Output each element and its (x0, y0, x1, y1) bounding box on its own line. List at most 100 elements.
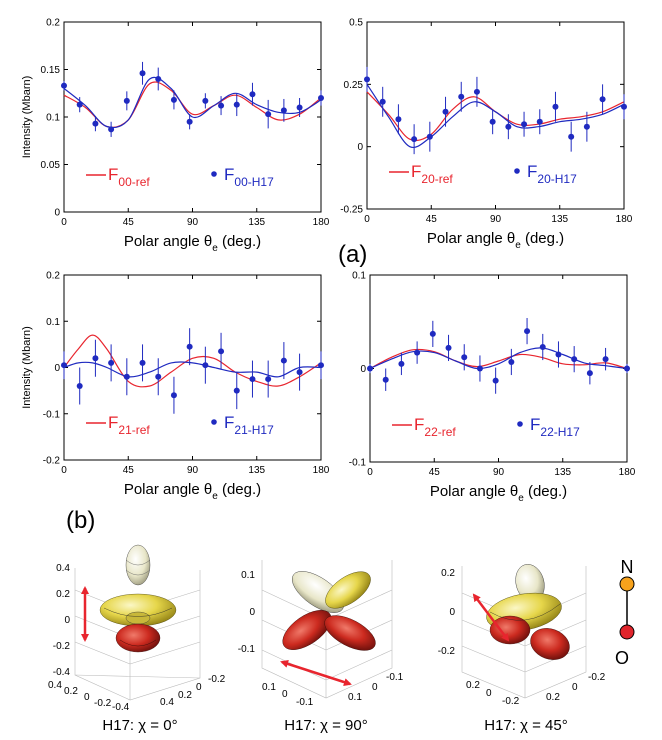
chart-F00-ylabel: Intensity (Mbarn) (21, 76, 33, 159)
chart-F21-legend-h17-marker (211, 419, 217, 425)
chart-F21-point-7 (170, 392, 177, 399)
chart-F22-legend-h17-marker (517, 421, 523, 427)
chart-F00-legend-ref-base: F (108, 165, 118, 184)
chart-F21-point-6 (155, 373, 162, 380)
chart-F00-xlabel-a: Polar angle θ (124, 233, 212, 250)
orbital-chi90-xtick-2: -0.1 (296, 697, 314, 708)
orbital-chi0-ytick-3: -0.2 (208, 674, 226, 685)
chart-F21-line-F21-H17 (63, 361, 322, 378)
chart-F22-point-11 (539, 343, 546, 350)
chart-F20-xtick-label-2: 90 (490, 214, 502, 225)
chart-F21-point-2 (92, 355, 99, 362)
orbital-chi45-xtick-1: 0 (486, 688, 492, 699)
chart-F00-point-4 (123, 97, 130, 104)
chart-F20-legend-ref-base: F (411, 162, 421, 181)
chart-F21-point-3 (108, 359, 115, 366)
chart-F21-frame (63, 274, 322, 461)
chart-F20-xtick-label-0: 0 (364, 214, 370, 225)
chart-F22-legend-h17-base: F (530, 415, 540, 434)
chart-F20-point-0 (364, 76, 370, 83)
chart-F00-ytick-label-0: 0 (54, 208, 60, 219)
chart-F20-line-F20-H17 (366, 83, 625, 149)
chart-F20-point-13 (568, 133, 575, 140)
chart-F22-line-F22-H17 (369, 347, 628, 370)
chart-F20-point-15 (599, 96, 606, 103)
chart-F22-point-12 (555, 351, 562, 358)
orbital-chi90-xtick-0: 0.1 (262, 682, 276, 693)
orbital-chi45-xtick-0: 0.2 (466, 680, 480, 691)
orbital-chi0-ytick-2: 0 (196, 682, 202, 693)
chart-F00-point-1 (76, 101, 83, 108)
chart-F21-ytick-label-4: 0.2 (46, 271, 60, 282)
chart-F22-xtick-label-0: 0 (367, 467, 373, 478)
chart-F20-point-1 (379, 98, 386, 105)
chart-F21-xlabel-a: Polar angle θ (124, 481, 212, 498)
orbital-chi90-ztick-2: -0.1 (238, 644, 256, 655)
chart-F20-ytick-label-2: 0.25 (344, 80, 364, 91)
chart-F00-xtick-label-1: 45 (123, 217, 135, 228)
orbital-caption-chi0: H17: χ = 0° (102, 717, 177, 734)
chart-F20-point-5 (442, 108, 449, 115)
polarization-arrow-chi45 (472, 593, 510, 642)
chart-F22-point-6 (461, 354, 468, 361)
orbital-chi45-ytick-0: 0.2 (546, 692, 560, 703)
chart-F00-xtick-label-4: 180 (313, 217, 330, 228)
orbital-chi0-ytick-1: 0.2 (178, 690, 192, 701)
orbital-chi90-ytick-1: 0 (372, 682, 378, 693)
chart-F22-ytick-label-2: 0.1 (352, 271, 366, 282)
orbital-shape-chi90 (282, 571, 376, 651)
chart-F20-point-16 (621, 103, 627, 110)
chart-F21-point-10 (218, 348, 225, 355)
chart-F22-legend-ref-base: F (414, 415, 424, 434)
chart-F00-legend-h17-marker (211, 171, 217, 177)
chart-F21-xlabel-sub: e (212, 491, 218, 502)
chart-F21-ylabel: Intensity (Mbarn) (21, 326, 33, 409)
chart-F21-ytick-label-3: 0.1 (46, 317, 60, 328)
atom-o (619, 624, 635, 640)
chart-F00-legend-ref-sub: 00-ref (118, 175, 150, 189)
chart-F22-point-7 (476, 365, 483, 372)
chart-F22-point-2 (398, 360, 405, 367)
chart-F20-legend-ref-sub: 20-ref (421, 172, 453, 186)
chart-F21-xlabel: Polar angle θe (deg.) (124, 481, 261, 502)
chart-F00-point-2 (92, 120, 99, 127)
chart-F00-point-5 (139, 70, 146, 77)
orbital-chi0-ytick-0: 0.4 (160, 697, 174, 708)
orbital-chi90-ztick-1: 0 (249, 607, 255, 618)
chart-F00-ytick-label-3: 0.15 (41, 65, 61, 76)
chart-F00-line-F00-ref (63, 81, 322, 128)
chart-F00-point-8 (186, 118, 193, 125)
chart-F20-point-12 (552, 103, 559, 110)
orbital-caption-chi45: H17: χ = 45° (484, 717, 568, 734)
atom-label-o: O (615, 648, 629, 668)
chart-F20-xtick-label-3: 135 (551, 214, 568, 225)
orbital-chi45-ztick-2: -0.2 (438, 646, 456, 657)
chart-F20-point-6 (458, 93, 465, 100)
chart-F00-point-16 (318, 95, 324, 101)
chart-F21-point-0 (61, 362, 67, 369)
chart-F22-point-0 (367, 365, 373, 372)
chart-F21-legend-h17-sub: 21-H17 (234, 423, 274, 437)
chart-F00-xlabel-sub: e (212, 243, 218, 254)
chart-F22-point-9 (508, 358, 515, 365)
chart-F20-point-2 (395, 116, 402, 123)
orbital-chi0-xtick-2: 0 (84, 692, 90, 703)
orbital-chi45-ytick-2: -0.2 (588, 672, 606, 683)
chart-F21-point-13 (265, 376, 272, 383)
orbital-plot-chi45: 0.2 0 -0.2 0.2 0 -0.2 0.2 0 -0.2 H17: χ … (438, 564, 606, 734)
orbital-chi0-ztick-1: 0.2 (56, 589, 70, 600)
chart-F20-point-4 (426, 133, 433, 140)
chart-F22-xtick-label-1: 45 (429, 467, 441, 478)
chart-F20-point-14 (583, 123, 590, 130)
chart-F20-xlabel: Polar angle θe (deg.) (427, 230, 564, 251)
chart-F21-legend-ref-label: F21-ref (108, 413, 150, 437)
atom-n (619, 576, 635, 592)
chart-F21-legend-ref-sub: 21-ref (118, 423, 150, 437)
chart-F21-xtick-label-4: 180 (313, 465, 330, 476)
chart-F21-point-15 (296, 369, 303, 376)
orbital-chi0-ztick-0: 0.4 (56, 563, 70, 574)
chart-F21-point-12 (249, 376, 256, 383)
chart-F20-point-9 (505, 123, 512, 130)
orbital-shape-chi0 (99, 544, 177, 653)
